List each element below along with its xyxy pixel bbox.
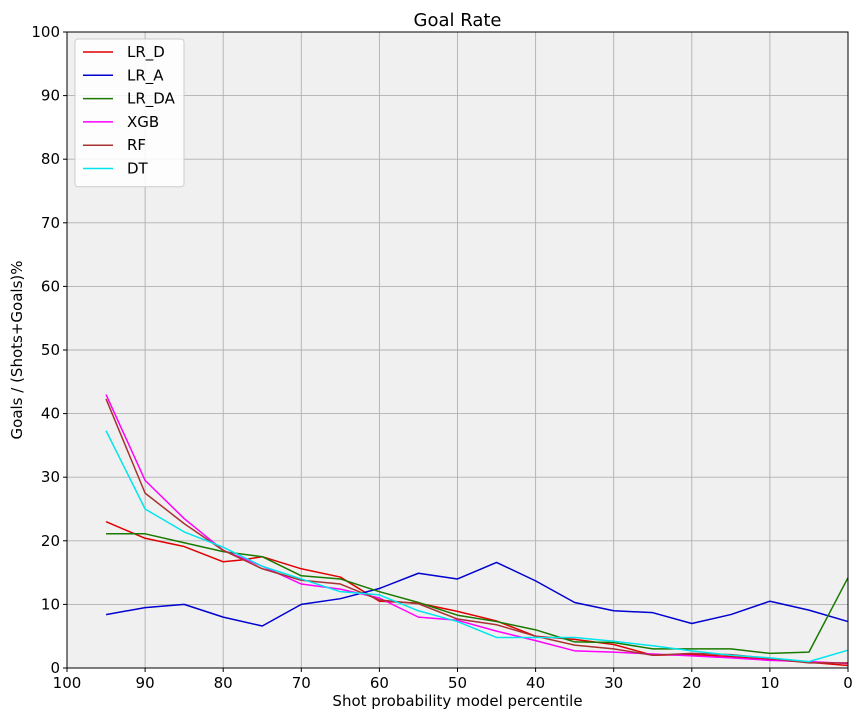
x-tick-label: 70 bbox=[292, 674, 311, 692]
x-tick-label: 20 bbox=[682, 674, 701, 692]
x-tick-label: 50 bbox=[448, 674, 467, 692]
y-axis-label: Goals / (Shots+Goals)% bbox=[8, 261, 26, 440]
x-tick-label: 60 bbox=[370, 674, 389, 692]
y-tick-label: 70 bbox=[41, 214, 60, 232]
chart-title: Goal Rate bbox=[414, 10, 502, 31]
y-tick-label: 0 bbox=[50, 659, 60, 677]
legend-label-dt: DT bbox=[127, 160, 149, 178]
series-lines bbox=[105, 394, 849, 667]
y-tick-label: 30 bbox=[41, 468, 60, 486]
legend-label-xgb: XGB bbox=[127, 113, 159, 131]
legend-label-lr-da: LR_DA bbox=[127, 90, 176, 109]
axis-ticks: 100 90 80 70 60 50 40 30 20 10 0010203040506070809… bbox=[31, 23, 852, 692]
y-tick-label: 10 bbox=[41, 595, 60, 613]
legend-label-rf: RF bbox=[127, 136, 146, 154]
series-line-lr-d bbox=[105, 521, 849, 667]
y-tick-label: 40 bbox=[41, 405, 60, 423]
x-tick-label: 100 bbox=[53, 674, 82, 692]
series-line-dt bbox=[105, 430, 849, 663]
x-tick-label: 90 bbox=[136, 674, 155, 692]
x-tick-label: 40 bbox=[526, 674, 545, 692]
x-tick-label: 80 bbox=[214, 674, 233, 692]
x-tick-label: 0 bbox=[843, 674, 853, 692]
y-tick-label: 90 bbox=[41, 87, 60, 105]
legend-label-lr-a: LR_A bbox=[127, 66, 164, 85]
legend-label-lr-d: LR_D bbox=[127, 43, 165, 62]
y-tick-label: 20 bbox=[41, 532, 60, 550]
x-tick-label: 30 bbox=[604, 674, 623, 692]
legend: LR_D LR_A LR_DA XGB RF DT bbox=[74, 38, 185, 188]
y-tick-label: 60 bbox=[41, 277, 60, 295]
y-tick-label: 50 bbox=[41, 341, 60, 359]
y-tick-label: 100 bbox=[31, 23, 60, 41]
x-axis-label: Shot probability model percentile bbox=[332, 692, 582, 710]
y-tick-label: 80 bbox=[41, 150, 60, 168]
series-line-lr-a bbox=[105, 561, 849, 627]
x-tick-label: 10 bbox=[760, 674, 779, 692]
